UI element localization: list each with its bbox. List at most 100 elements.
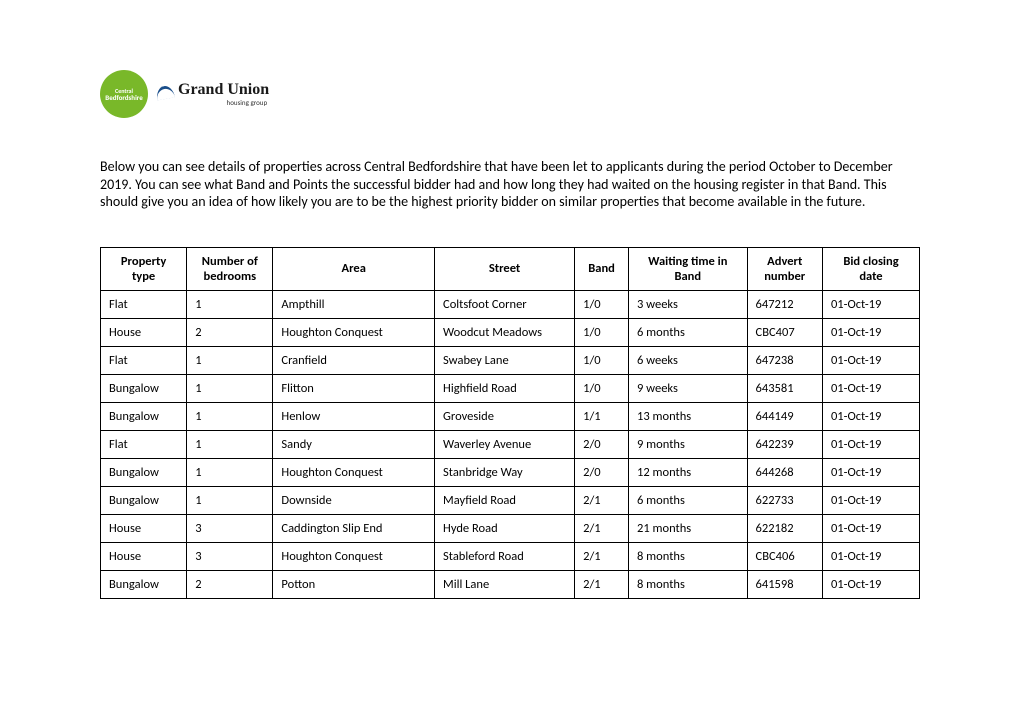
cell-wait: 12 months [629,458,748,486]
gu-logo-name: Grand Union [178,82,269,98]
cell-band: 2/1 [575,570,629,598]
cell-wait: 8 months [629,570,748,598]
cell-date: 01-Oct-19 [822,318,919,346]
cell-area: Houghton Conquest [273,458,435,486]
cell-street: Mayfield Road [435,486,575,514]
cell-bed: 3 [187,542,273,570]
cell-advert: 641598 [747,570,822,598]
cell-advert: 647212 [747,290,822,318]
cell-area: Ampthill [273,290,435,318]
cell-area: Houghton Conquest [273,318,435,346]
table-row: House3Houghton ConquestStableford Road2/… [101,542,920,570]
cell-bed: 3 [187,514,273,542]
cell-bed: 1 [187,374,273,402]
logo-row: Central Bedfordshire Grand Union housing… [100,70,920,118]
cell-street: Coltsfoot Corner [435,290,575,318]
cell-bed: 2 [187,318,273,346]
cell-advert: 644149 [747,402,822,430]
cell-band: 1/0 [575,346,629,374]
cell-wait: 9 months [629,430,748,458]
cell-bed: 1 [187,458,273,486]
cell-street: Mill Lane [435,570,575,598]
cell-bed: 1 [187,430,273,458]
col-header-street: Street [435,247,575,290]
swoosh-icon [156,84,176,98]
cell-date: 01-Oct-19 [822,430,919,458]
col-header-date: Bid closing date [822,247,919,290]
table-row: Bungalow2PottonMill Lane2/18 months64159… [101,570,920,598]
cell-wait: 9 weeks [629,374,748,402]
cell-date: 01-Oct-19 [822,570,919,598]
col-header-area: Area [273,247,435,290]
cell-type: Bungalow [101,374,187,402]
cell-date: 01-Oct-19 [822,346,919,374]
cell-street: Hyde Road [435,514,575,542]
cell-advert: 644268 [747,458,822,486]
document-page: Central Bedfordshire Grand Union housing… [0,0,1020,639]
intro-paragraph: Below you can see details of properties … [100,158,920,211]
cell-area: Flitton [273,374,435,402]
table-head: Property typeNumber of bedroomsAreaStree… [101,247,920,290]
cell-band: 2/0 [575,458,629,486]
cell-wait: 8 months [629,542,748,570]
table-row: Bungalow1DownsideMayfield Road2/16 month… [101,486,920,514]
central-beds-logo: Central Bedfordshire [100,70,148,118]
cell-street: Woodcut Meadows [435,318,575,346]
cell-date: 01-Oct-19 [822,542,919,570]
cell-band: 2/1 [575,542,629,570]
cell-wait: 6 months [629,486,748,514]
cell-band: 2/0 [575,430,629,458]
cell-band: 1/0 [575,318,629,346]
table-row: Bungalow1Houghton ConquestStanbridge Way… [101,458,920,486]
cell-advert: 622182 [747,514,822,542]
cell-date: 01-Oct-19 [822,290,919,318]
cb-logo-line2: Bedfordshire [105,94,142,101]
cell-type: House [101,542,187,570]
cell-street: Highfield Road [435,374,575,402]
cell-band: 1/0 [575,290,629,318]
cell-wait: 3 weeks [629,290,748,318]
cell-type: House [101,318,187,346]
cell-bed: 1 [187,486,273,514]
cell-type: Bungalow [101,486,187,514]
cell-advert: CBC407 [747,318,822,346]
cell-band: 1/0 [575,374,629,402]
table-row: House3Caddington Slip EndHyde Road2/121 … [101,514,920,542]
table-row: Bungalow1HenlowGroveside1/113 months6441… [101,402,920,430]
cell-band: 1/1 [575,402,629,430]
cell-date: 01-Oct-19 [822,486,919,514]
cell-type: Flat [101,290,187,318]
cell-street: Swabey Lane [435,346,575,374]
cell-street: Stanbridge Way [435,458,575,486]
cell-street: Groveside [435,402,575,430]
cell-bed: 1 [187,402,273,430]
table-row: Flat1AmpthillColtsfoot Corner1/03 weeks6… [101,290,920,318]
cell-band: 2/1 [575,486,629,514]
col-header-wait: Waiting time in Band [629,247,748,290]
cell-type: Bungalow [101,402,187,430]
cell-type: Bungalow [101,570,187,598]
table-row: Flat1SandyWaverley Avenue2/09 months6422… [101,430,920,458]
gu-logo-sub: housing group [227,99,270,106]
cell-advert: 622733 [747,486,822,514]
cell-date: 01-Oct-19 [822,402,919,430]
cell-advert: 642239 [747,430,822,458]
cell-area: Downside [273,486,435,514]
table-body: Flat1AmpthillColtsfoot Corner1/03 weeks6… [101,290,920,598]
cell-wait: 13 months [629,402,748,430]
cell-wait: 6 weeks [629,346,748,374]
cell-area: Henlow [273,402,435,430]
cell-wait: 21 months [629,514,748,542]
cell-advert: 643581 [747,374,822,402]
col-header-advert: Advert number [747,247,822,290]
cell-bed: 1 [187,346,273,374]
table-row: House2Houghton ConquestWoodcut Meadows1/… [101,318,920,346]
cell-advert: CBC406 [747,542,822,570]
cell-area: Cranfield [273,346,435,374]
cell-band: 2/1 [575,514,629,542]
grand-union-logo: Grand Union housing group [156,82,269,106]
cell-bed: 1 [187,290,273,318]
table-row: Bungalow1FlittonHighfield Road1/09 weeks… [101,374,920,402]
col-header-bed: Number of bedrooms [187,247,273,290]
cell-date: 01-Oct-19 [822,514,919,542]
